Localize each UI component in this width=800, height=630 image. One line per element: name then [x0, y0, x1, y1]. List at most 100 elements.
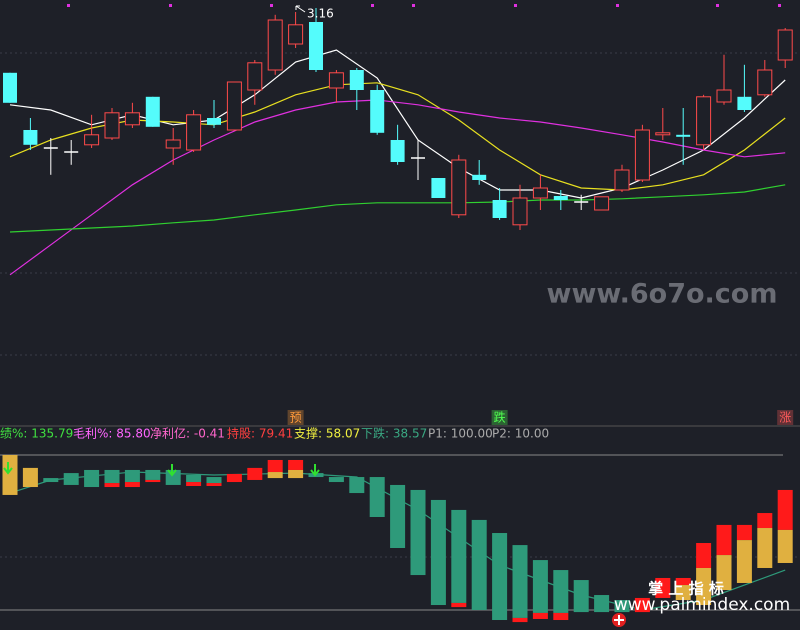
candle-body: [553, 196, 568, 200]
bar-segment: [43, 478, 59, 483]
annotation-arrow: [295, 5, 306, 13]
bar-segment: [247, 467, 263, 480]
bar-segment: [328, 477, 344, 483]
bar-segment: [777, 529, 793, 563]
line-series: [9, 99, 786, 276]
signal-box: [491, 410, 508, 425]
candle-body: [594, 196, 610, 211]
dot: [716, 4, 719, 7]
candle-body: [512, 197, 528, 226]
bar-segment: [63, 473, 79, 485]
candle-body: [492, 200, 507, 218]
bar-segment: [267, 459, 283, 473]
bar-segment: [532, 612, 548, 619]
candle-body: [737, 96, 752, 110]
candle-body: [124, 112, 140, 126]
candle-body: [390, 140, 405, 162]
bar-segment: [186, 482, 202, 486]
legend-entry: 毛利%: 85.80: [73, 427, 151, 441]
candle-body: [309, 22, 323, 70]
bar-segment: [675, 577, 691, 586]
candle-body: [186, 114, 202, 151]
candle-body: [226, 81, 242, 131]
bar-segment: [206, 477, 222, 484]
candle-body: [634, 129, 650, 181]
bar-segment: [22, 467, 38, 488]
bar-segment: [2, 454, 18, 495]
dot: [514, 4, 517, 7]
candle-body: [165, 139, 181, 149]
bar-segment: [696, 567, 712, 606]
candle-body: [716, 89, 732, 103]
candle-body: [328, 72, 344, 89]
dot: [778, 4, 781, 7]
bar-segment: [757, 528, 773, 568]
bar-segment: [451, 509, 467, 603]
bar-segment: [288, 459, 304, 470]
bar-segment: [736, 540, 752, 583]
bar-segment: [104, 483, 120, 488]
candle-body: [145, 96, 160, 127]
candle-body: [247, 62, 263, 91]
candle-body: [777, 29, 793, 61]
candle-body: [757, 69, 773, 96]
signal-box: [777, 410, 794, 425]
dot: [67, 4, 70, 7]
top-dots: [67, 4, 781, 7]
bar-segment: [104, 469, 120, 484]
candle-body: [532, 187, 548, 199]
candle-body: [370, 90, 385, 133]
watermark: 掌 上 指 标: [648, 580, 724, 598]
dot: [169, 4, 172, 7]
signal-box: [287, 410, 304, 425]
bar-segment: [165, 469, 181, 485]
bar-segment: [145, 469, 161, 480]
high-annotation: 3.16: [307, 7, 334, 21]
bar-segment: [553, 612, 569, 621]
bar-segment: [288, 469, 304, 479]
bar-segment: [390, 484, 406, 549]
legend-entry: P2: 10.00: [492, 427, 549, 441]
down-arrow: [310, 464, 320, 477]
candle-body: [104, 112, 120, 139]
dot: [270, 4, 273, 7]
line-series: [9, 184, 786, 233]
plus-icon: [612, 613, 626, 627]
candle-body: [451, 159, 467, 216]
bar-segment: [634, 597, 650, 613]
bar-segment: [267, 472, 283, 479]
candle-body: [676, 134, 691, 137]
bar-segment: [696, 543, 712, 568]
bar-segment: [369, 477, 385, 517]
down-arrow: [3, 462, 13, 475]
plot-area: 3.16 预 跌 涨绩%: 135.79 毛利%: 85.80 净利亿: -0.41 持股:…: [0, 5, 794, 623]
bar-segment: [532, 560, 548, 613]
bar-segment: [736, 524, 752, 541]
bar-segment: [655, 577, 671, 598]
bar-segment: [186, 474, 202, 483]
watermark: www.6o7o.com: [547, 279, 778, 310]
bar-segment: [716, 524, 732, 556]
bar-segment: [410, 489, 426, 576]
candle-body: [288, 24, 304, 45]
down-arrow: [167, 464, 177, 477]
arrows: [3, 462, 320, 477]
bar-segment: [573, 580, 589, 613]
bar-segment: [512, 617, 528, 623]
signal-label: 涨: [779, 410, 791, 425]
legend-entry: 持股: 79.41: [227, 426, 293, 441]
bar-segment: [553, 570, 569, 613]
bar-segment: [124, 469, 140, 483]
candle-body: [3, 72, 17, 103]
bar-segment: [777, 489, 793, 530]
candle-body: [431, 178, 446, 198]
bar-segment: [451, 602, 467, 608]
candle-body: [207, 118, 221, 125]
bar-segment: [124, 482, 140, 488]
bar-segment: [675, 585, 691, 601]
bar-segment: [716, 555, 732, 591]
bar-segment: [594, 595, 610, 613]
icon-cross: [614, 615, 624, 625]
dot: [616, 4, 619, 7]
